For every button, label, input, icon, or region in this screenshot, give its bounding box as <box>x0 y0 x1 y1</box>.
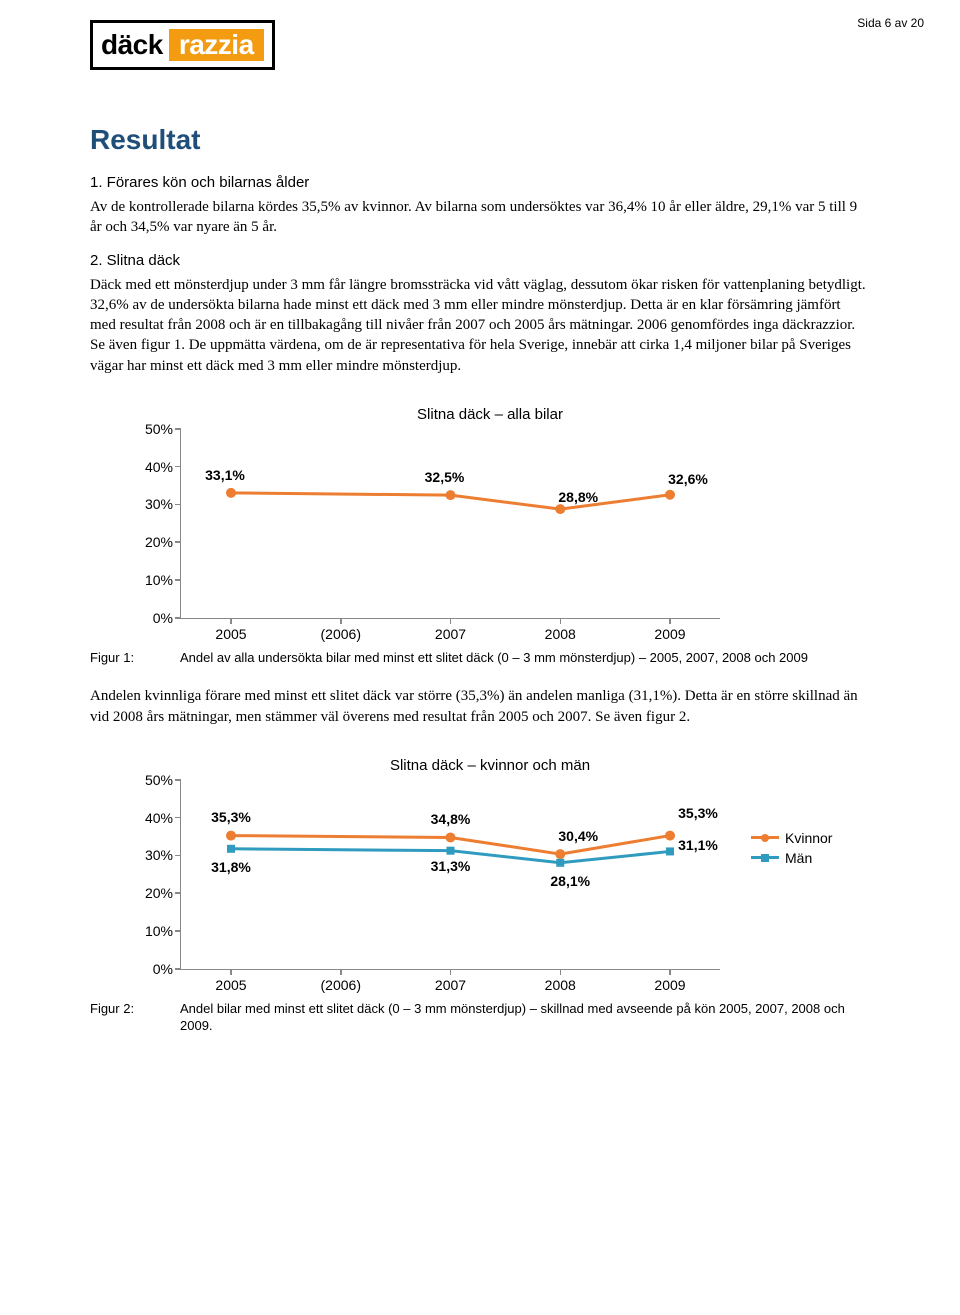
data-label: 31,1% <box>678 837 718 853</box>
chart2-container: Slitna däck – kvinnor och män 0%10%20%30… <box>130 757 790 970</box>
data-label: 31,3% <box>431 858 471 874</box>
page-number: Sida 6 av 20 <box>857 16 924 30</box>
chart2-title: Slitna däck – kvinnor och män <box>130 757 790 774</box>
section1-title: 1. Förares kön och bilarnas ålder <box>90 174 870 191</box>
figure2-label: Figur 2: <box>90 1000 180 1035</box>
data-label: 35,3% <box>678 805 718 821</box>
data-label: 32,5% <box>425 469 465 485</box>
section2-title: 2. Slitna däck <box>90 252 870 269</box>
legend-label: Kvinnor <box>785 830 832 846</box>
chart2-plot: 0%10%20%30%40%50%2005(2006)2007200820093… <box>180 780 720 970</box>
page: Sida 6 av 20 däckrazzia Resultat 1. Föra… <box>0 0 960 1085</box>
logo: däckrazzia <box>90 20 275 70</box>
data-label: 31,8% <box>211 859 251 875</box>
legend-item: Män <box>751 850 832 866</box>
data-label: 30,4% <box>558 828 598 844</box>
chart1-title: Slitna däck – alla bilar <box>130 406 790 423</box>
para3: Andelen kvinnliga förare med minst ett s… <box>90 686 870 727</box>
data-label: 32,6% <box>668 471 708 487</box>
chart1-plot: 0%10%20%30%40%50%2005(2006)2007200820093… <box>180 429 720 619</box>
figure1-caption: Figur 1: Andel av alla undersökta bilar … <box>90 649 870 667</box>
chart-legend: Kvinnor Män <box>751 830 832 870</box>
data-label: 35,3% <box>211 809 251 825</box>
page-title: Resultat <box>90 124 870 156</box>
figure2-text: Andel bilar med minst ett slitet däck (0… <box>180 1000 870 1035</box>
logo-right: razzia <box>169 29 264 61</box>
data-label: 28,1% <box>550 873 590 889</box>
section2-body: Däck med ett mönsterdjup under 3 mm får … <box>90 275 870 376</box>
legend-item: Kvinnor <box>751 830 832 846</box>
legend-label: Män <box>785 850 812 866</box>
data-label: 33,1% <box>205 467 245 483</box>
chart2: 0%10%20%30%40%50%2005(2006)2007200820093… <box>130 780 790 970</box>
figure1-label: Figur 1: <box>90 649 180 667</box>
figure1-text: Andel av alla undersökta bilar med minst… <box>180 649 870 667</box>
figure2-caption: Figur 2: Andel bilar med minst ett slite… <box>90 1000 870 1035</box>
data-label: 28,8% <box>558 489 598 505</box>
data-label: 34,8% <box>431 811 471 827</box>
section1-body: Av de kontrollerade bilarna kördes 35,5%… <box>90 197 870 238</box>
logo-left: däck <box>101 29 163 60</box>
chart1: 0%10%20%30%40%50%2005(2006)2007200820093… <box>130 429 790 619</box>
chart1-container: Slitna däck – alla bilar 0%10%20%30%40%5… <box>130 406 790 619</box>
